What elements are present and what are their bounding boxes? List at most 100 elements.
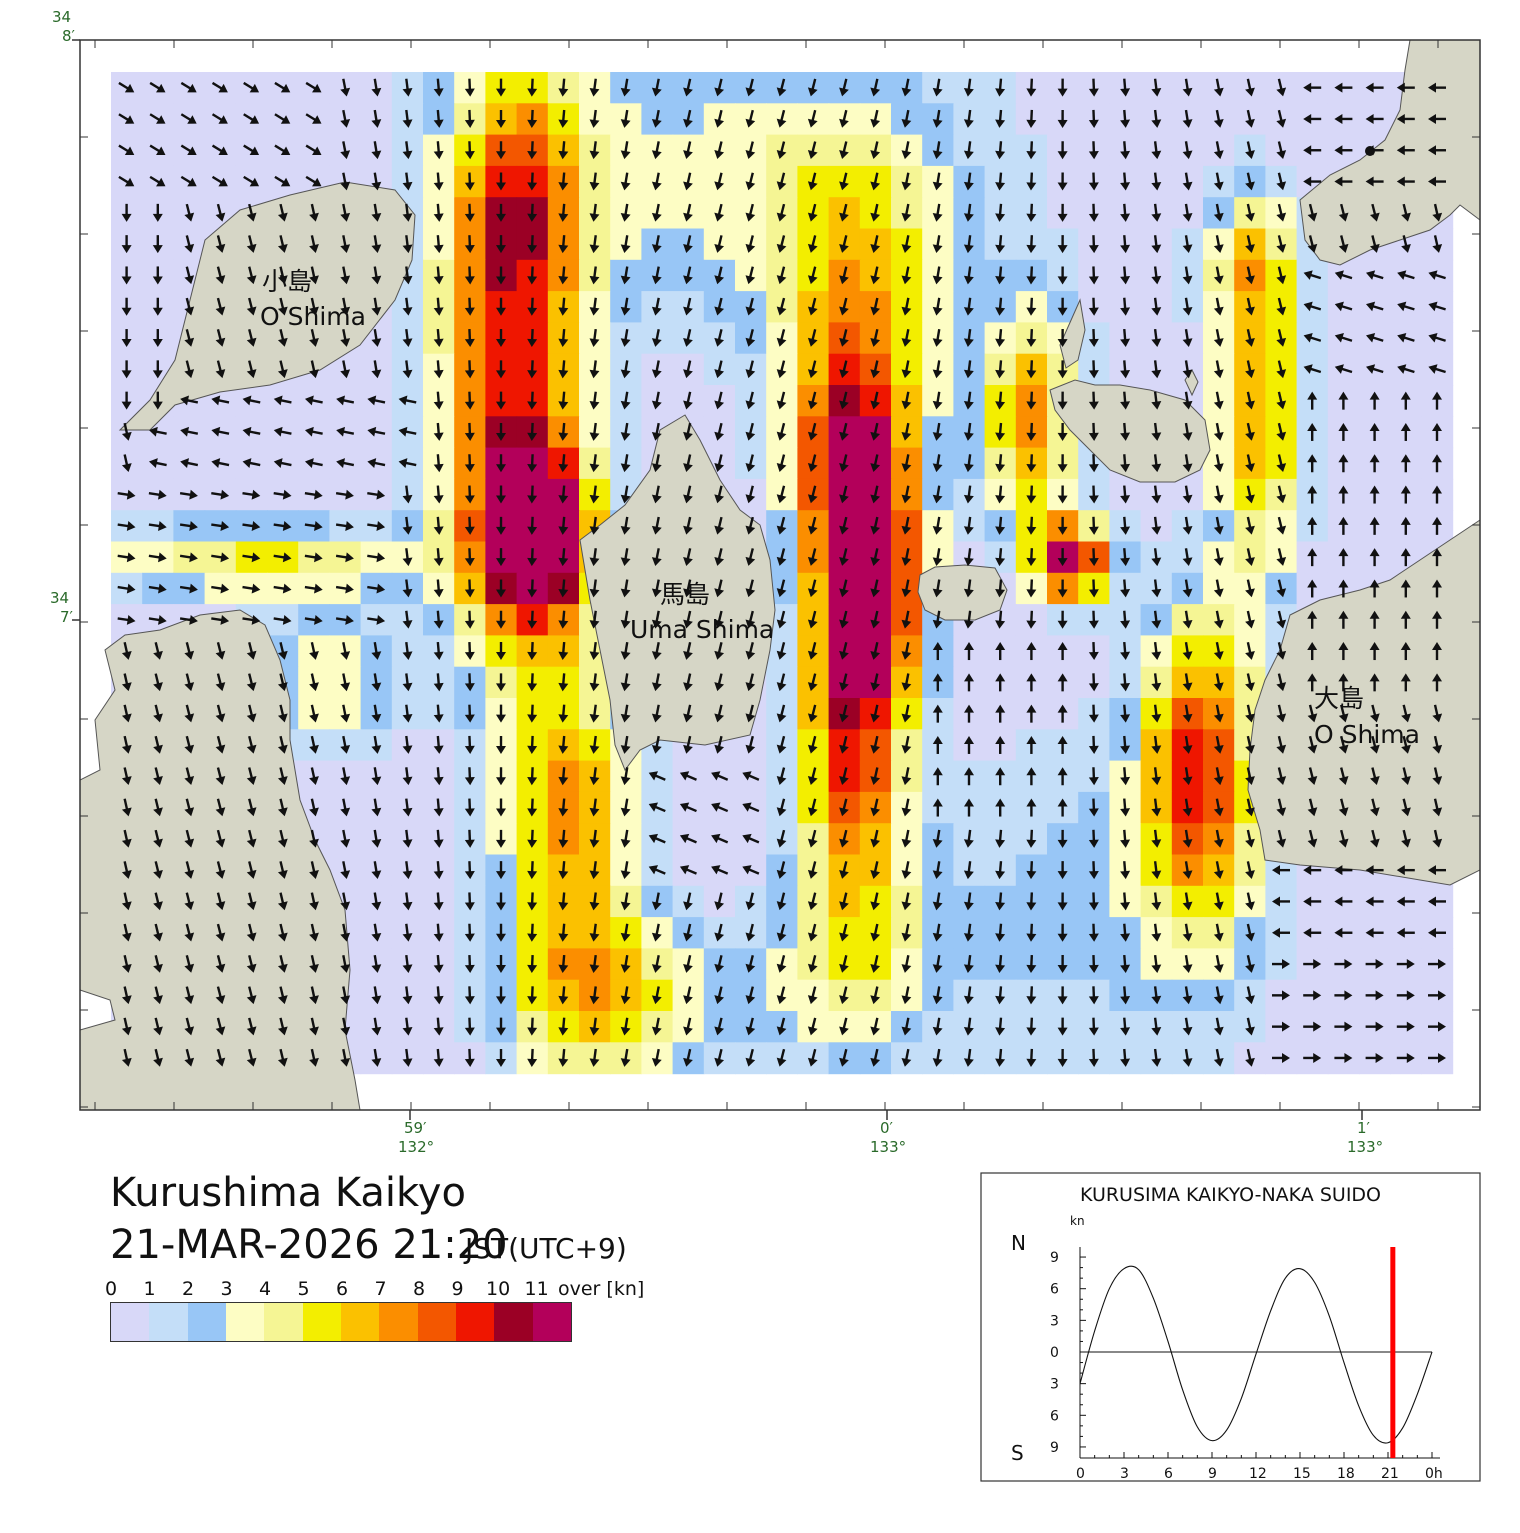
- current-arrow: [1245, 986, 1255, 1005]
- current-arrow: [495, 767, 506, 786]
- current-arrow: [651, 735, 662, 754]
- current-arrow: [776, 360, 787, 379]
- current-arrow: [1213, 360, 1224, 379]
- current-arrow: [153, 767, 163, 785]
- current-arrow: [277, 266, 288, 285]
- current-arrow: [963, 235, 974, 254]
- current-arrow: [932, 78, 943, 97]
- current-arrow: [683, 329, 693, 347]
- current-arrow: [527, 829, 538, 848]
- current-arrow: [589, 986, 600, 1005]
- current-arrow: [1303, 927, 1322, 938]
- current-arrow: [963, 579, 974, 598]
- current-arrow: [1182, 829, 1193, 848]
- current-arrow: [776, 548, 787, 566]
- current-arrow: [402, 1017, 413, 1036]
- current-arrow: [870, 673, 881, 692]
- current-arrow: [149, 81, 166, 93]
- current-arrow: [776, 141, 787, 159]
- current-arrow: [1213, 297, 1224, 316]
- current-arrow: [371, 861, 382, 880]
- current-arrow: [651, 454, 662, 473]
- current-arrow: [1276, 516, 1287, 535]
- current-arrow: [963, 829, 974, 848]
- current-arrow: [1088, 1048, 1099, 1067]
- current-arrow: [180, 395, 199, 406]
- current-arrow: [1369, 673, 1380, 692]
- current-arrow: [901, 861, 912, 879]
- legend-swatch: [225, 1303, 265, 1341]
- inset-unit: kn: [1070, 1214, 1085, 1228]
- current-arrow: [215, 297, 226, 316]
- current-arrow: [1400, 391, 1411, 410]
- current-arrow: [651, 1017, 662, 1036]
- current-arrow: [963, 454, 974, 473]
- current-arrow: [464, 673, 475, 692]
- current-arrow: [558, 422, 569, 441]
- current-arrow: [1026, 548, 1037, 567]
- current-arrow: [1120, 78, 1131, 97]
- current-arrow: [807, 767, 818, 785]
- current-arrow: [807, 109, 818, 128]
- current-arrow: [1026, 610, 1037, 629]
- inset-x-tick: 0: [1076, 1466, 1085, 1482]
- current-arrow: [620, 861, 631, 880]
- current-arrow: [1088, 329, 1099, 348]
- current-arrow: [839, 235, 849, 253]
- current-arrow: [651, 203, 662, 222]
- current-arrow: [963, 923, 974, 942]
- current-arrow: [932, 954, 943, 973]
- current-arrow: [901, 203, 912, 222]
- current-arrow: [620, 328, 631, 347]
- current-arrow: [1307, 391, 1318, 410]
- current-arrow: [589, 1048, 600, 1067]
- current-arrow: [995, 673, 1006, 692]
- current-arrow: [340, 235, 351, 253]
- current-arrow: [839, 892, 849, 911]
- current-arrow: [1365, 990, 1384, 1001]
- current-arrow: [839, 735, 849, 754]
- lon-label-deg-2: 133°: [870, 1138, 906, 1156]
- current-arrow: [179, 521, 198, 531]
- current-arrow: [839, 1017, 849, 1036]
- current-arrow: [1276, 78, 1287, 97]
- current-arrow: [1026, 673, 1037, 692]
- current-arrow: [335, 583, 354, 594]
- current-arrow: [839, 861, 849, 879]
- current-arrow: [651, 360, 662, 379]
- current-arrow: [273, 426, 292, 437]
- current-arrow: [1428, 896, 1446, 907]
- current-arrow: [277, 1048, 288, 1067]
- current-arrow: [714, 704, 725, 723]
- current-arrow: [1213, 673, 1224, 692]
- current-arrow: [839, 610, 849, 629]
- current-arrow: [242, 395, 261, 406]
- current-arrow: [1245, 235, 1255, 253]
- current-arrow: [433, 235, 444, 254]
- current-arrow: [558, 109, 569, 128]
- current-arrow: [309, 704, 319, 723]
- legend-swatch: [494, 1303, 533, 1341]
- current-arrow: [1428, 113, 1446, 124]
- current-arrow: [745, 642, 756, 660]
- current-arrow: [558, 172, 569, 191]
- current-arrow: [1026, 955, 1037, 974]
- current-arrow: [714, 579, 725, 598]
- current-arrow: [870, 109, 881, 128]
- current-arrow: [1307, 454, 1318, 473]
- inset-x-tick: 3: [1120, 1466, 1129, 1482]
- current-arrow: [1213, 422, 1224, 441]
- current-arrow: [184, 986, 195, 1005]
- current-arrow: [776, 454, 787, 472]
- current-arrow: [963, 1048, 974, 1067]
- current-arrow: [1120, 704, 1131, 723]
- current-arrow: [527, 297, 538, 316]
- current-arrow: [839, 923, 849, 942]
- current-arrow: [433, 360, 444, 379]
- current-arrow: [1088, 923, 1099, 942]
- current-arrow: [1120, 767, 1131, 786]
- current-arrow: [402, 235, 413, 254]
- current-arrow: [745, 610, 756, 629]
- lat-label-min-1: 8′: [62, 27, 76, 45]
- current-arrow: [1120, 735, 1131, 754]
